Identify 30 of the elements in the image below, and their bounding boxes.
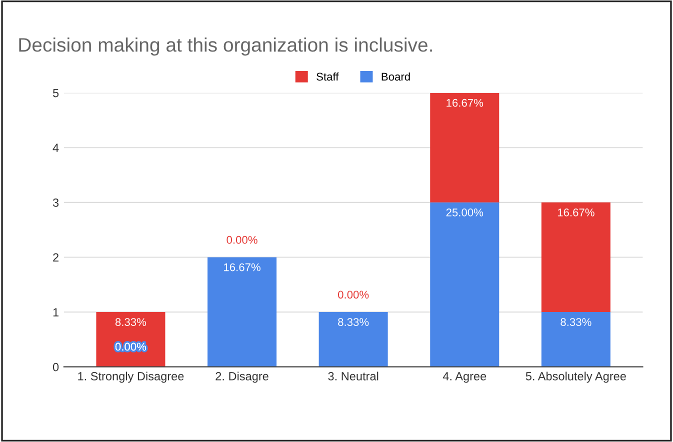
annotation: 0.00% <box>226 236 258 244</box>
bar <box>208 257 277 367</box>
bar <box>541 202 610 312</box>
chart-title: Decision making at this organization is inclusive. <box>19 38 432 56</box>
bar <box>318 312 388 367</box>
x-tick-label: 5. Absolutely Agree <box>526 372 626 383</box>
annotation: 16.67% <box>446 98 484 107</box>
y-tick-label: 2 <box>53 253 58 262</box>
y-tick-label: 5 <box>52 88 59 98</box>
x-tick-label: 2. Disagre <box>216 372 268 383</box>
annotation: 8.33% <box>115 318 146 326</box>
y-tick-label: 1 <box>53 308 58 316</box>
annotation: 8.33% <box>338 318 369 326</box>
annotation: 25.00% <box>446 208 484 216</box>
bar <box>541 312 610 367</box>
annotation: 16.67% <box>224 263 260 272</box>
y-tick-label: 3 <box>52 198 59 207</box>
annotation: 0.00% <box>338 290 369 299</box>
bar <box>430 202 500 367</box>
x-tick-label: 3. Neutral <box>328 372 378 380</box>
y-tick-label: 0 <box>52 362 59 372</box>
x-tick-label: 1. Strongly Disagree <box>78 372 184 383</box>
annotation: 0.00% <box>115 342 146 351</box>
y-tick-label: 4 <box>52 144 59 152</box>
annotation: 16.67% <box>558 208 594 216</box>
legend-label: Board <box>382 72 410 81</box>
bar <box>430 92 500 202</box>
x-tick-label: 4. Agree <box>442 372 486 383</box>
legend-label: Staff <box>316 72 339 81</box>
annotation: 8.33% <box>560 318 592 326</box>
